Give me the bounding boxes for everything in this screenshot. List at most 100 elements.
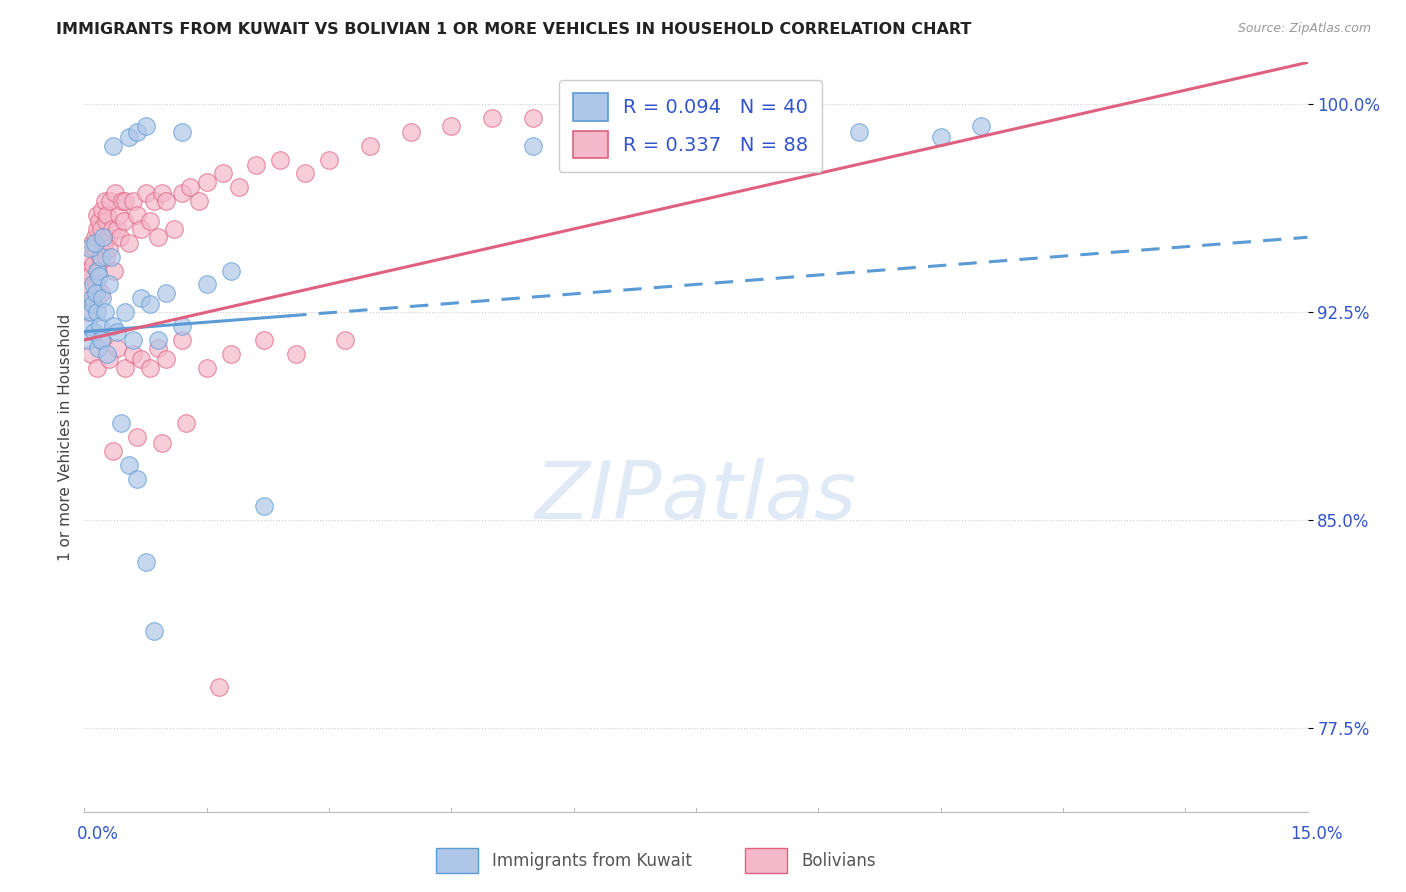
Point — [83, 325, 105, 339]
Point — [84, 235, 107, 250]
Point — [82, 297, 104, 311]
Point — [80, 291, 103, 305]
Point — [118, 235, 141, 250]
Point — [101, 444, 124, 458]
Point — [122, 333, 145, 347]
Point — [114, 360, 136, 375]
Point — [77, 263, 100, 277]
Point — [172, 186, 194, 200]
Point — [228, 180, 250, 194]
Text: IMMIGRANTS FROM KUWAIT VS BOLIVIAN 1 OR MORE VEHICLES IN HOUSEHOLD CORRELATION C: IMMIGRANTS FROM KUWAIT VS BOLIVIAN 1 OR … — [56, 22, 972, 37]
Point — [84, 277, 107, 292]
Point — [77, 319, 100, 334]
Point — [80, 305, 103, 319]
Text: 0.0%: 0.0% — [77, 825, 120, 843]
Point — [91, 230, 114, 244]
Text: Source: ZipAtlas.com: Source: ZipAtlas.com — [1237, 22, 1371, 36]
Point — [96, 208, 118, 222]
Point — [335, 333, 357, 347]
Point — [90, 333, 112, 347]
Point — [138, 360, 160, 375]
Point — [142, 194, 165, 209]
Point — [100, 194, 122, 209]
Point — [146, 230, 169, 244]
Text: 15.0%: 15.0% — [1291, 825, 1343, 843]
Point — [97, 230, 120, 244]
Point — [195, 360, 218, 375]
Point — [93, 305, 115, 319]
Point — [172, 125, 194, 139]
Point — [110, 230, 132, 244]
Point — [135, 555, 157, 569]
Point — [86, 305, 108, 319]
Point — [90, 222, 112, 236]
Point — [603, 130, 626, 145]
Point — [155, 285, 177, 300]
Point — [522, 138, 544, 153]
Point — [285, 347, 308, 361]
Point — [86, 360, 108, 375]
Point — [101, 222, 124, 236]
Point — [179, 180, 201, 194]
Text: ZIPatlas: ZIPatlas — [534, 458, 858, 536]
Point — [100, 250, 122, 264]
Point — [114, 305, 136, 319]
Point — [84, 285, 107, 300]
Point — [195, 277, 218, 292]
Point — [118, 458, 141, 472]
Point — [82, 291, 104, 305]
Point — [112, 213, 135, 227]
Point — [93, 235, 115, 250]
Point — [253, 333, 276, 347]
Point — [138, 297, 160, 311]
FancyBboxPatch shape — [745, 848, 787, 873]
Point — [89, 250, 111, 264]
Point — [84, 230, 107, 244]
Point — [97, 352, 120, 367]
Point — [212, 166, 235, 180]
Point — [101, 319, 124, 334]
Point — [122, 347, 145, 361]
Point — [245, 158, 267, 172]
Point — [77, 305, 100, 319]
Point — [146, 341, 169, 355]
Point — [131, 291, 153, 305]
Point — [131, 222, 153, 236]
Point — [105, 325, 128, 339]
Point — [87, 269, 110, 284]
Point — [522, 111, 544, 125]
Point — [127, 125, 149, 139]
Legend: R = 0.094   N = 40, R = 0.337   N = 88: R = 0.094 N = 40, R = 0.337 N = 88 — [560, 79, 823, 171]
Point — [89, 319, 111, 334]
Point — [79, 269, 101, 284]
Point — [76, 277, 98, 292]
Point — [114, 194, 136, 209]
Point — [440, 120, 463, 134]
Point — [195, 175, 218, 189]
Point — [163, 222, 186, 236]
Point — [135, 120, 157, 134]
Point — [122, 194, 145, 209]
Point — [174, 416, 197, 430]
Point — [110, 416, 132, 430]
Point — [318, 153, 340, 167]
Point — [172, 319, 194, 334]
Point — [105, 222, 128, 236]
Point — [142, 624, 165, 639]
Point — [97, 241, 120, 255]
Point — [87, 213, 110, 227]
Point — [80, 347, 103, 361]
Point — [481, 111, 503, 125]
Point — [87, 341, 110, 355]
Point — [91, 291, 114, 305]
Point — [269, 153, 291, 167]
Point — [96, 347, 118, 361]
Point — [970, 120, 993, 134]
Point — [131, 352, 153, 367]
Text: Immigrants from Kuwait: Immigrants from Kuwait — [492, 852, 692, 870]
Point — [118, 130, 141, 145]
Point — [685, 125, 707, 139]
Point — [208, 680, 231, 694]
Point — [146, 333, 169, 347]
Point — [155, 352, 177, 367]
